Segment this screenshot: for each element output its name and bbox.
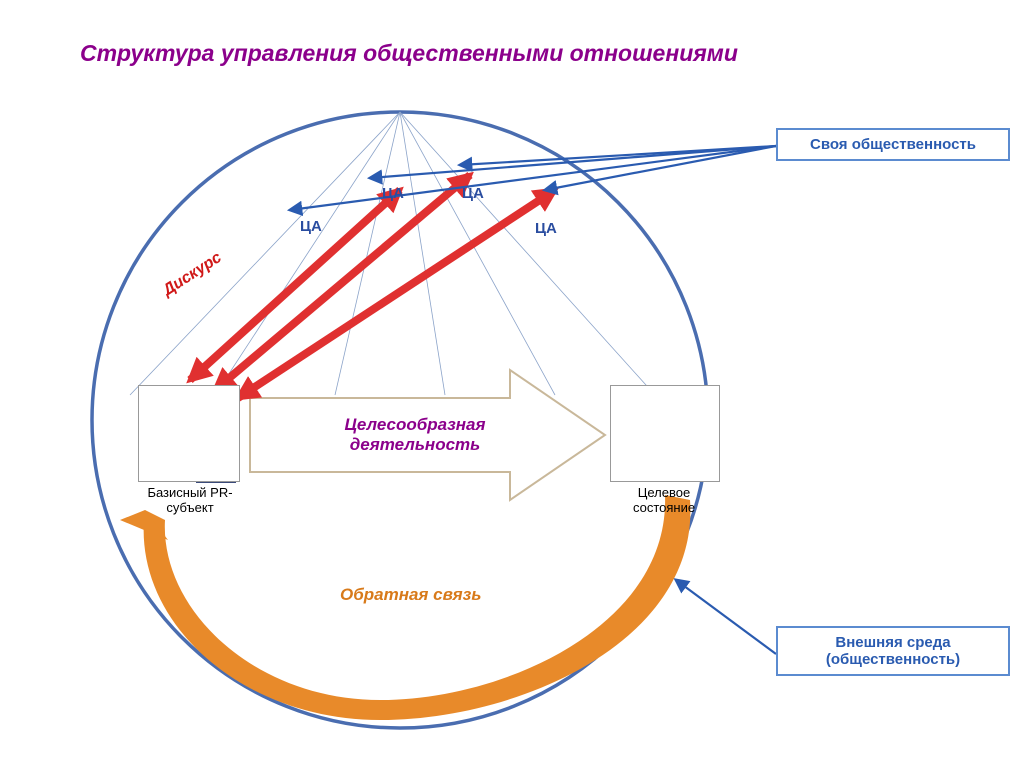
external-env-box: Внешняя среда(общественность)	[776, 626, 1010, 676]
ca-label-3: ЦА	[462, 185, 484, 202]
target-state-icon	[610, 385, 720, 482]
feedback-label: Обратная связь	[340, 585, 481, 605]
ca-label-2: ЦА	[382, 185, 404, 202]
own-public-box: Своя общественность	[776, 128, 1010, 161]
ca-label-1: ЦА	[300, 218, 322, 235]
diagram-title: Структура управления общественными отнош…	[80, 40, 738, 67]
activity-label: Целесообразнаядеятельность	[305, 415, 525, 455]
ca-label-4: ЦА	[535, 220, 557, 237]
pr-subject-icon	[138, 385, 240, 482]
pr-subject-label: Базисный PR-субъект	[135, 485, 245, 515]
target-state-label: Целевое состояние	[612, 485, 716, 515]
